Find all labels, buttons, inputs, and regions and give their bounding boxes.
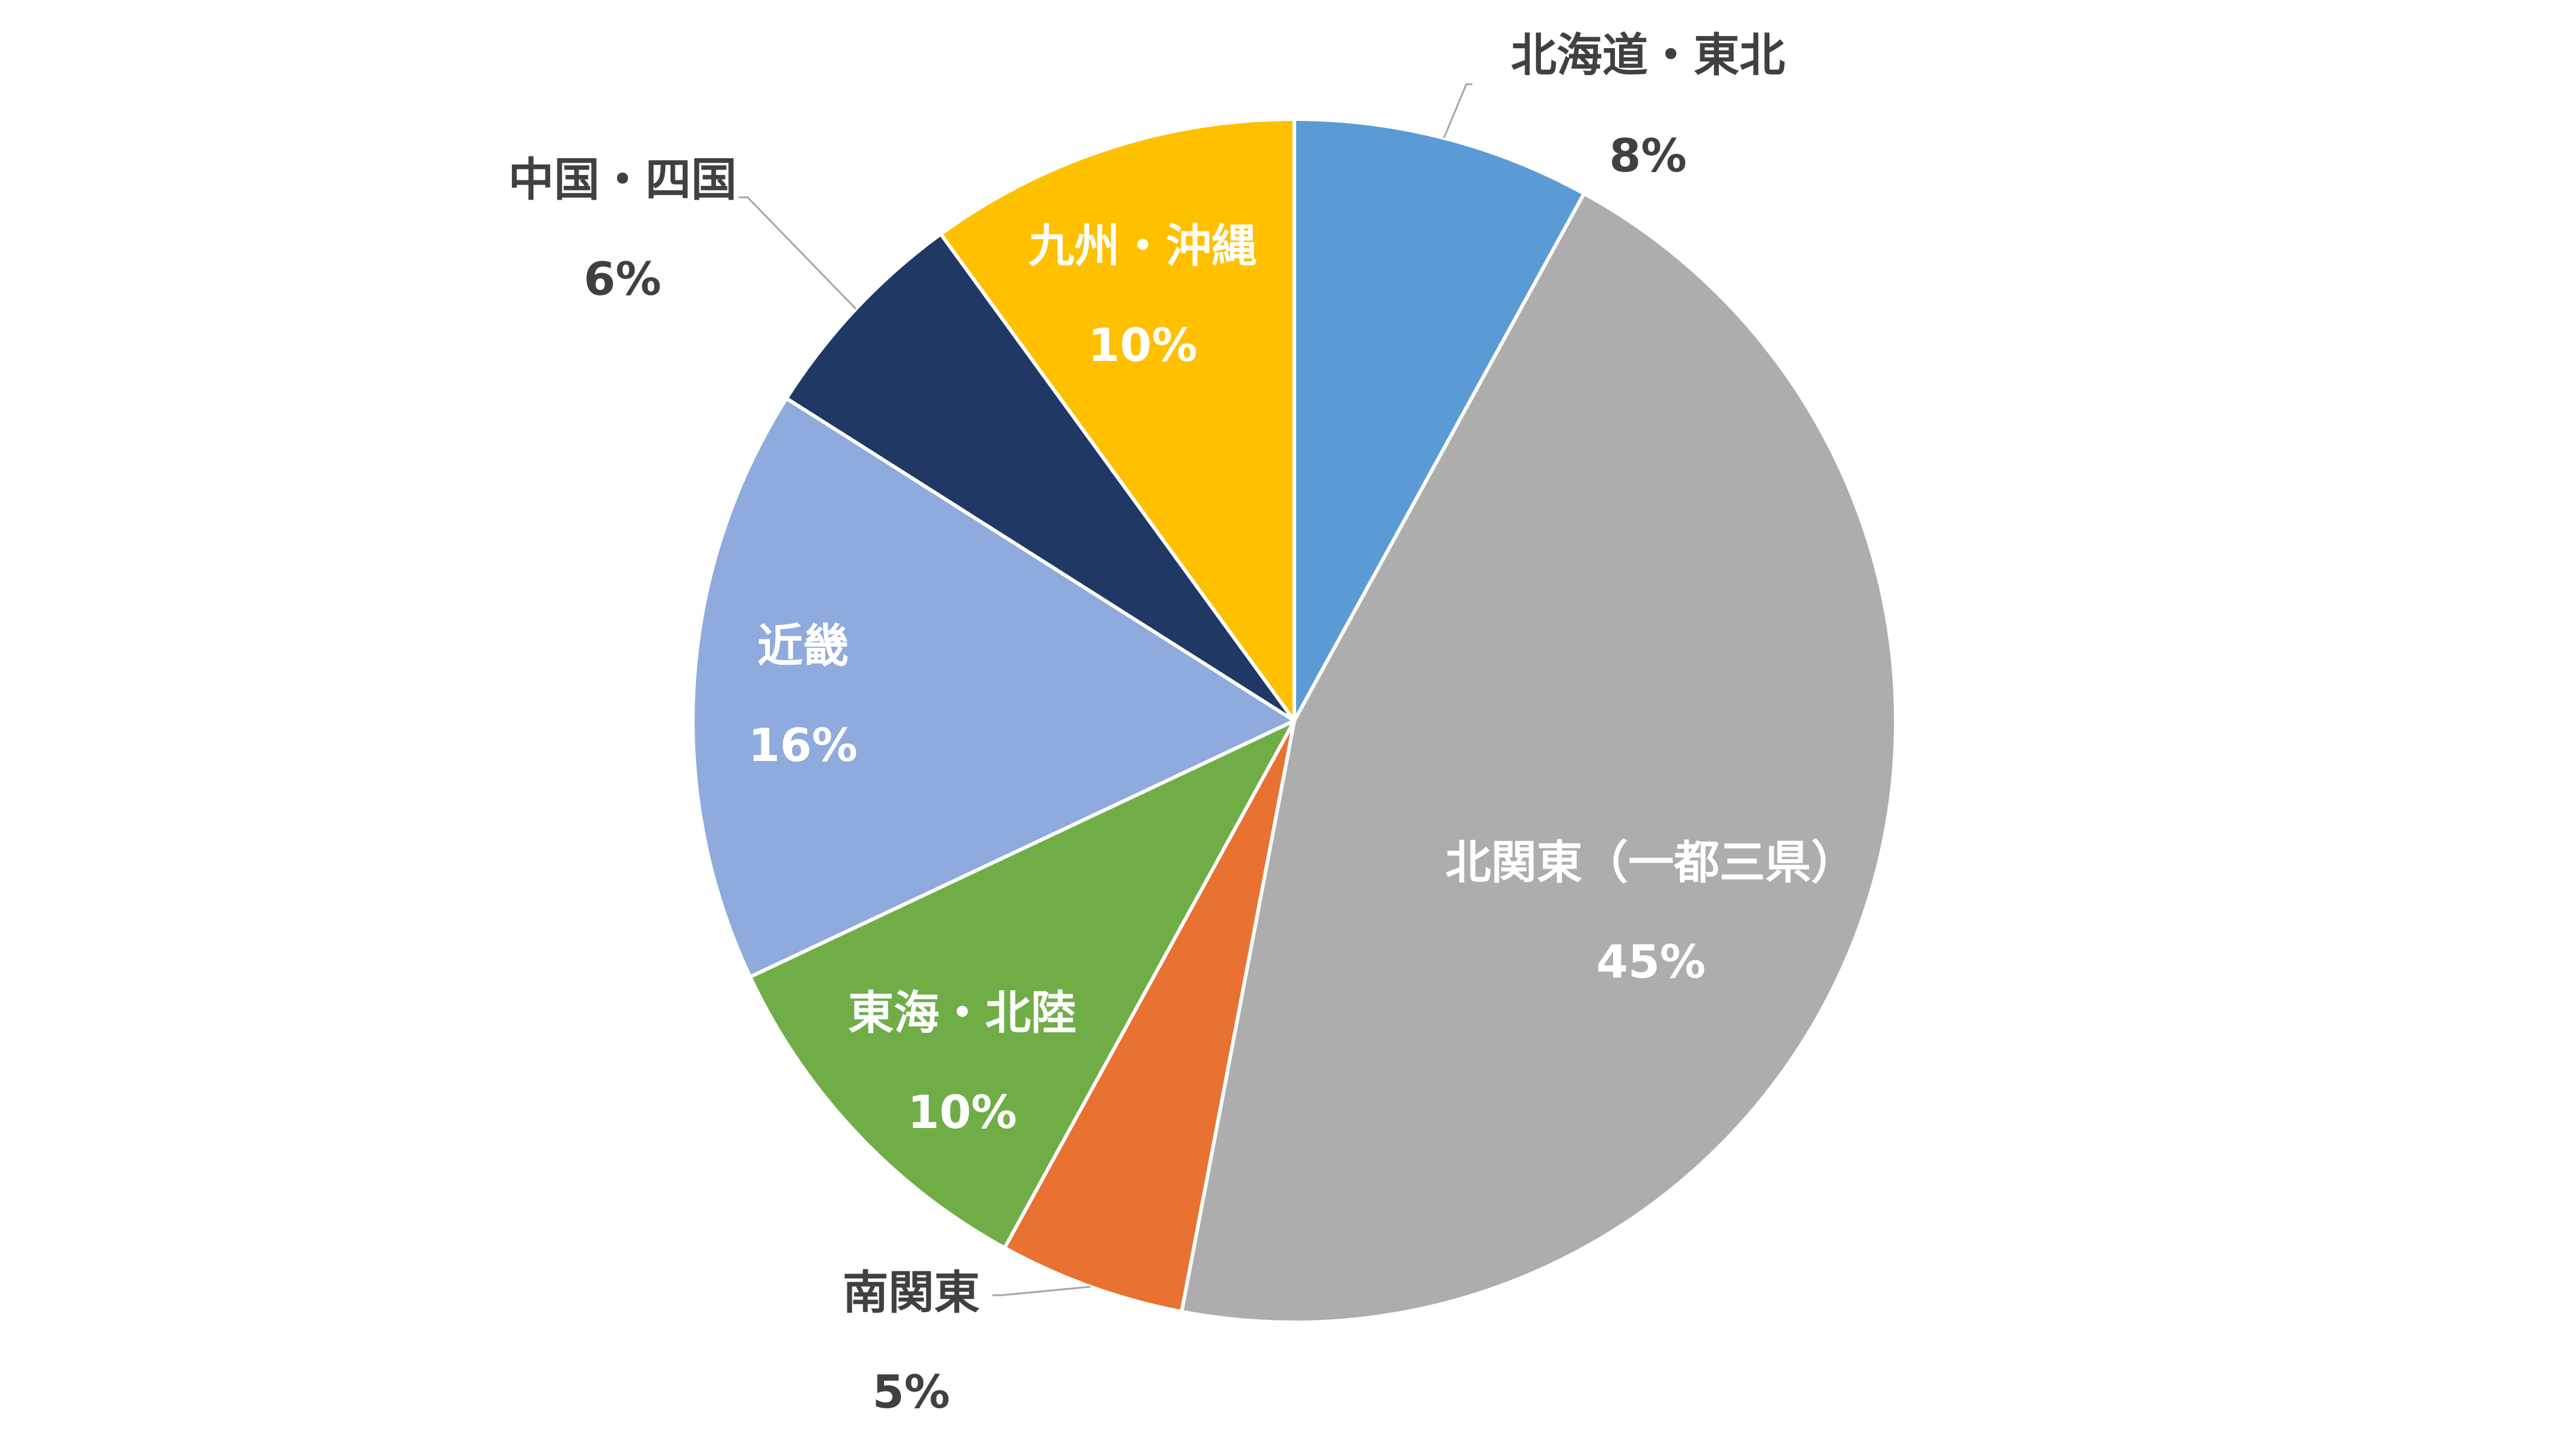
leader-line bbox=[992, 1286, 1091, 1296]
slice-name: 北関東（一都三県） bbox=[1445, 836, 1857, 889]
slice-percent: 10% bbox=[908, 1085, 1017, 1139]
label-kita-kanto: 北関東（一都三県） 45% bbox=[1445, 836, 1857, 988]
slice-percent: 8% bbox=[1609, 129, 1686, 182]
slice-name: 南関東 bbox=[843, 1266, 980, 1319]
slice-percent: 6% bbox=[583, 252, 661, 306]
slice-name: 九州・沖縄 bbox=[1028, 219, 1257, 273]
slice-name: 北海道・東北 bbox=[1511, 28, 1785, 82]
pie-slice bbox=[1179, 191, 1898, 1324]
data-labels: 北海道・東北 8% 北関東（一都三県） 45% 南関東 5% 東海・北陸 10%… bbox=[508, 28, 1857, 1419]
pie-slices bbox=[690, 117, 1898, 1324]
slice-name: 中国・四国 bbox=[508, 153, 737, 206]
pie-slice bbox=[784, 232, 1296, 723]
label-minami-kanto: 南関東 5% bbox=[843, 1266, 980, 1419]
pie-slice bbox=[690, 396, 1296, 979]
slice-percent: 10% bbox=[1088, 318, 1197, 372]
label-hokkaido-tohoku: 北海道・東北 8% bbox=[1511, 28, 1785, 182]
leader-lines bbox=[739, 83, 1472, 1296]
leader-line bbox=[1443, 83, 1472, 138]
label-chugoku-shikoku: 中国・四国 6% bbox=[508, 153, 737, 306]
pie-slice bbox=[1003, 719, 1296, 1314]
slice-name: 近畿 bbox=[757, 619, 849, 673]
slice-name: 東海・北陸 bbox=[848, 986, 1077, 1040]
pie-slice bbox=[748, 719, 1296, 1250]
slice-percent: 16% bbox=[748, 718, 858, 772]
label-tokai-hokuriku: 東海・北陸 10% bbox=[848, 986, 1077, 1139]
slice-percent: 45% bbox=[1596, 935, 1706, 988]
slice-percent: 5% bbox=[872, 1365, 950, 1419]
label-kyushu-okinawa: 九州・沖縄 10% bbox=[1028, 219, 1257, 372]
leader-line bbox=[739, 196, 857, 310]
pie-slice bbox=[1293, 117, 1586, 723]
label-kinki: 近畿 16% bbox=[748, 619, 858, 772]
pie-slice bbox=[939, 117, 1296, 723]
